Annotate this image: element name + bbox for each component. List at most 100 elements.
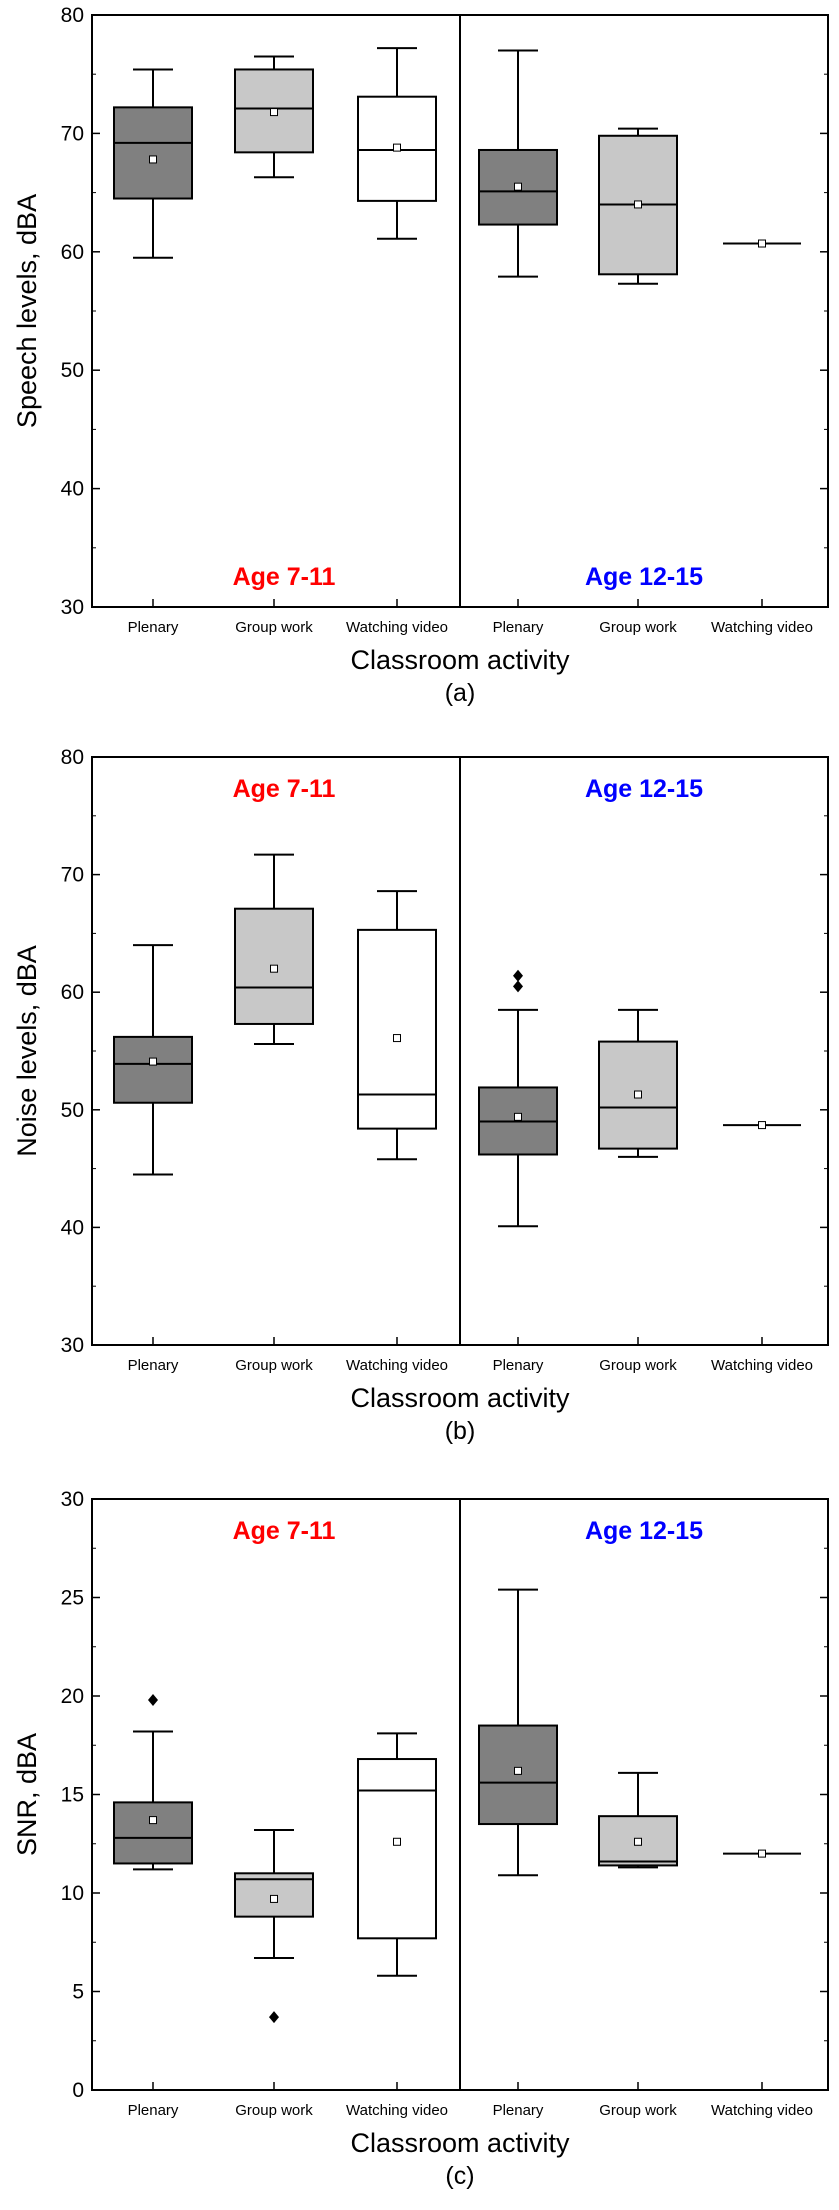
panel-c: 0 5 10 15 20 25 30 Plenary Group work Watching vi… xyxy=(12,1488,829,2190)
y-tick-label: 50 xyxy=(61,1099,84,1122)
x-category-label: Group work xyxy=(235,2102,313,2119)
y-tick-label: 60 xyxy=(61,981,84,1004)
y-tick-label: 80 xyxy=(61,746,84,769)
box-plot-3 xyxy=(357,890,437,1161)
box-iqr xyxy=(598,1040,678,1150)
mean-marker xyxy=(393,1034,401,1043)
panel-a: 30 40 50 60 70 80 Plenary Group work Watching vi… xyxy=(12,4,829,707)
y-tick-label: 25 xyxy=(61,1587,84,1610)
y-axis-title: SNR, dBA xyxy=(12,1733,42,1856)
y-tick-label: 0 xyxy=(72,2079,84,2102)
y-tick-label: 70 xyxy=(61,864,84,887)
box-iqr xyxy=(113,1801,193,1865)
box-plot-5 xyxy=(598,127,678,285)
x-axis-title: Classroom activity xyxy=(350,645,570,675)
x-category-label: Plenary xyxy=(493,2102,544,2119)
box-iqr xyxy=(113,106,193,200)
y-tick-label: 15 xyxy=(61,1784,84,1807)
y-axis-title: Speech levels, dBA xyxy=(12,194,42,428)
y-tick-label: 30 xyxy=(61,1488,84,1511)
box-plot-6 xyxy=(723,239,801,248)
box-iqr xyxy=(357,928,437,1130)
box-plot-2 xyxy=(234,55,314,179)
x-category-label: Plenary xyxy=(493,1357,544,1374)
y-tick-label: 30 xyxy=(61,596,84,619)
group-label: Age 7-11 xyxy=(233,1517,336,1545)
box-plot-4 xyxy=(478,1588,558,1877)
y-tick-label: 40 xyxy=(61,478,84,501)
mean-marker xyxy=(270,108,278,117)
outlier-marker xyxy=(269,2011,279,2024)
box-iqr xyxy=(598,1815,678,1867)
x-category-label: Watching video xyxy=(711,619,813,636)
mean-marker xyxy=(270,1894,278,1903)
box-iqr xyxy=(357,1758,437,1940)
box-plot-6 xyxy=(723,1121,801,1130)
x-category-label: Watching video xyxy=(346,1357,448,1374)
x-category-label: Plenary xyxy=(493,619,544,636)
mean-marker xyxy=(393,1837,401,1846)
y-tick-label: 70 xyxy=(61,122,84,145)
mean-marker xyxy=(149,1057,157,1066)
box-plot-3 xyxy=(357,1732,437,1977)
x-category-label: Watching video xyxy=(711,1357,813,1374)
outlier-marker xyxy=(513,980,523,993)
outlier-marker xyxy=(513,969,523,982)
mean-marker xyxy=(758,1121,766,1130)
mean-marker xyxy=(758,239,766,248)
box-iqr xyxy=(113,1035,193,1104)
box-plot-1 xyxy=(113,944,193,1176)
y-tick-label: 10 xyxy=(61,1882,84,1905)
box-plot-4 xyxy=(478,969,558,1228)
x-category-label: Plenary xyxy=(128,1357,179,1374)
y-tick-label: 5 xyxy=(72,1981,84,2004)
y-tick-label: 20 xyxy=(61,1685,84,1708)
panel-label: (b) xyxy=(445,1417,476,1445)
box-plot-1 xyxy=(113,68,193,259)
x-category-label: Group work xyxy=(235,619,313,636)
y-tick-label: 30 xyxy=(61,1334,84,1357)
y-tick-label: 50 xyxy=(61,359,84,382)
panel-b: 30 40 50 60 70 80 Plenary Group work Watching vi… xyxy=(12,746,829,1445)
x-category-label: Group work xyxy=(599,619,677,636)
panel-label: (c) xyxy=(445,2162,474,2190)
mean-marker xyxy=(393,143,401,152)
x-category-label: Watching video xyxy=(346,619,448,636)
outlier-marker xyxy=(148,1693,158,1706)
mean-marker xyxy=(514,182,522,191)
x-axis-title: Classroom activity xyxy=(350,2128,570,2158)
box-plot-6 xyxy=(723,1849,801,1858)
mean-marker xyxy=(270,964,278,973)
mean-marker xyxy=(634,1090,642,1099)
mean-marker xyxy=(149,155,157,164)
mean-marker xyxy=(514,1766,522,1775)
mean-marker xyxy=(514,1112,522,1121)
box-plot-2 xyxy=(234,1828,314,2024)
x-category-label: Group work xyxy=(599,1357,677,1374)
group-label: Age 12-15 xyxy=(585,1517,703,1545)
box-plot-5 xyxy=(598,1008,678,1158)
y-tick-label: 60 xyxy=(61,241,84,264)
y-tick-label: 40 xyxy=(61,1216,84,1239)
box-plot-5 xyxy=(598,1771,678,1869)
group-label: Age 12-15 xyxy=(585,775,703,803)
x-category-label: Group work xyxy=(235,1357,313,1374)
group-label: Age 7-11 xyxy=(233,775,336,803)
box-plot-3 xyxy=(357,47,437,240)
mean-marker xyxy=(758,1849,766,1858)
box-plot-2 xyxy=(234,853,314,1045)
x-category-label: Plenary xyxy=(128,619,179,636)
x-category-label: Group work xyxy=(599,2102,677,2119)
group-label: Age 7-11 xyxy=(233,563,336,591)
mean-marker xyxy=(634,1837,642,1846)
mean-marker xyxy=(634,200,642,209)
mean-marker xyxy=(149,1816,157,1825)
panel-label: (a) xyxy=(445,679,476,707)
y-axis-title: Noise levels, dBA xyxy=(12,945,42,1157)
x-category-label: Plenary xyxy=(128,2102,179,2119)
x-category-label: Watching video xyxy=(346,2102,448,2119)
x-axis-title: Classroom activity xyxy=(350,1383,570,1413)
x-category-label: Watching video xyxy=(711,2102,813,2119)
